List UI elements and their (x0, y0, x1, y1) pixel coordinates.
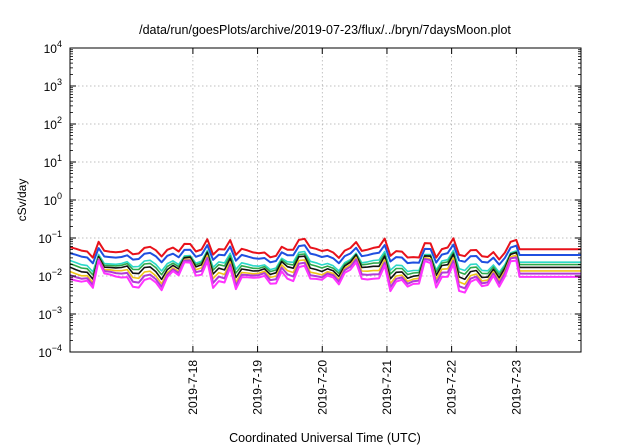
series-line (69, 256, 581, 290)
chart-title: /data/run/goesPlots/archive/2019-07-23/f… (139, 23, 511, 37)
series-line (69, 254, 581, 285)
series-line (69, 259, 581, 294)
x-tick-label: 2019-7-20 (315, 360, 329, 415)
y-tick-label: 104 (44, 39, 62, 56)
y-tick-label: 10−2 (38, 267, 62, 284)
y-tick-label: 103 (44, 77, 62, 94)
x-tick-label: 2019-7-22 (445, 360, 459, 415)
x-tick-label: 2019-7-19 (251, 360, 265, 415)
series-line (69, 251, 581, 281)
y-tick-label: 101 (44, 153, 62, 170)
y-axis: 10−4 10−3 10−2 10−1 100 101 102 103 104 (38, 39, 581, 360)
y-axis-label: cSv/day (15, 179, 29, 222)
x-axis: 2019-7-18 2019-7-19 2019-7-20 2019-7-21 2019… (186, 48, 523, 415)
series-line (69, 249, 581, 274)
x-tick-label: 2019-7-21 (380, 360, 394, 415)
series-group (69, 237, 581, 294)
series-line (69, 237, 581, 261)
grid (70, 48, 581, 352)
series-line (69, 250, 581, 276)
y-tick-label: 10−4 (38, 343, 62, 360)
x-tick-label: 2019-7-23 (509, 360, 523, 415)
y-tick-label: 10−1 (38, 229, 62, 246)
x-tick-label: 2019-7-18 (186, 360, 200, 415)
y-tick-label: 10−3 (38, 305, 62, 322)
x-axis-label: Coordinated Universal Time (UTC) (229, 431, 421, 445)
y-tick-label: 102 (44, 115, 62, 132)
series-line (69, 243, 581, 266)
y-tick-label: 100 (44, 191, 62, 208)
